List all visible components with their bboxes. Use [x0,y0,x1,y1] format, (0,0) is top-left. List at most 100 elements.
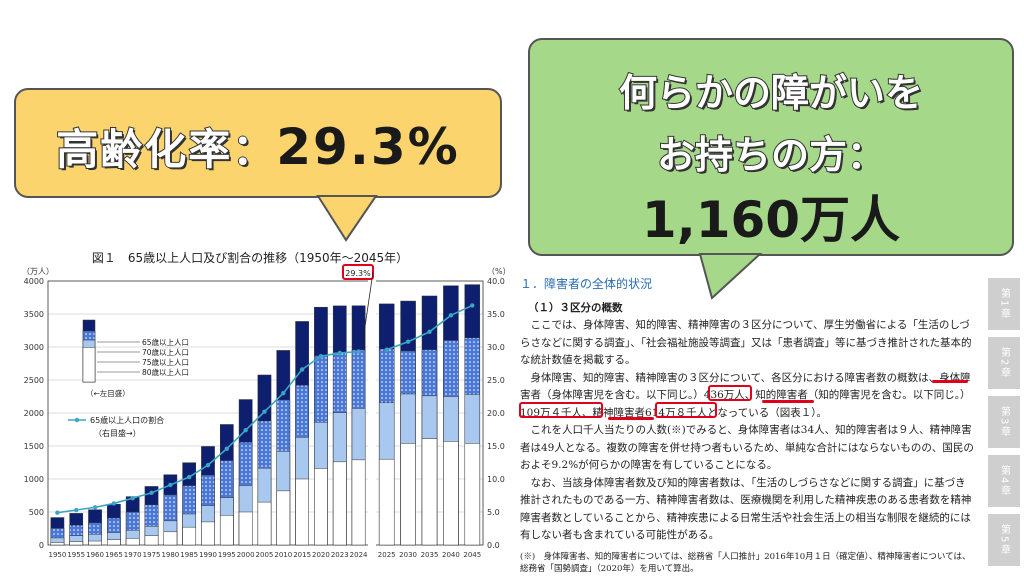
highlight-box-436 [708,385,752,401]
callout-aging-rate-value: 29.3% [276,118,460,176]
x-tick-label: 2045 [463,551,481,559]
tab-chapter-3[interactable]: 第3章 [988,396,1020,448]
subsection-heading: （１）３区分の概数 [528,301,623,314]
bar-3-2035 [421,438,438,546]
document-excerpt: １．障害者の全体的状況 （１）３区分の概数 ここでは、身体障害、知的障害、精神障… [520,276,975,574]
line-point-2000 [243,427,248,433]
bar-3-1955 [69,541,84,546]
x-tick-label: 1950 [48,551,66,559]
line-point-1960 [92,505,98,510]
x-tick-label: 1980 [161,551,179,559]
x-tick-label: 1990 [199,551,217,559]
highlight-box-614 [655,402,717,418]
x-tick-label: 1970 [124,551,142,559]
y-right-tick-label: 15.0 [487,442,505,451]
x-tick-label: 2000 [237,551,255,559]
bar-3-1990 [201,521,215,546]
highlight-leader-line [361,271,374,348]
legend-label-0: 65歳以上人口 [142,337,189,347]
line-point-1990 [205,462,211,468]
paragraph-2: 身体障害、知的障害、精神障害の３区分について、各区分における障害者数の概数は、身… [520,371,971,419]
bar-3-2015 [295,478,309,546]
tab-chapter-4[interactable]: 第4章 [988,455,1020,507]
line-point-1985 [186,474,192,480]
underline-intellectual [762,400,814,403]
callout-aging-rate-label: 高齢化率： [55,124,277,175]
x-tick-label: 2030 [399,551,417,559]
x-tick-label: 1960 [86,551,104,559]
tab-chapter-1[interactable]: 第1章 [988,278,1020,330]
callout-disability-tail [698,253,763,300]
y-left-tick-label: 1500 [24,442,44,451]
bar-3-2040 [443,441,459,546]
y-right-tick-label: 0.0 [487,541,500,550]
y-left-tick-label: 0 [39,541,44,550]
footnote: (※) 身体障害者、知的障害者については、総務省「人口推計」2016年10月１日… [520,551,971,574]
y-right-unit: （%） [487,267,511,276]
x-tick-label: 2040 [442,551,460,559]
x-tick-label: 2015 [293,551,311,559]
section-heading: １．障害者の全体的状況 [520,277,653,291]
line-point-2020 [318,354,324,359]
underline-physical [932,380,968,383]
paragraph-3: これを人口千人当たりの人数(※)でみると、身体障害者は34人、知的障害者は９人、… [520,424,974,471]
y-left-tick-label: 500 [29,508,44,517]
bar-3-1970 [125,538,140,546]
bar-3-1950 [50,542,65,546]
x-tick-label: 1955 [67,551,85,559]
x-tick-label: 2020 [312,551,330,559]
y-right-tick-label: 5.0 [487,508,500,517]
y-left-unit: （万人） [22,267,54,276]
callout-aging-rate-tail [316,195,378,242]
x-tick-label: 2005 [256,551,274,559]
x-tick-label: 2010 [274,551,292,559]
legend-line-marker [74,417,80,423]
paragraph-1: ここでは、身体障害、知的障害、精神障害の３区分について、厚生労働省による「生活の… [520,319,972,366]
line-point-1980 [168,482,173,488]
callout-disability-line2: お持ちの方： [656,132,886,178]
x-tick-label: 1985 [180,551,198,559]
callout-aging-rate-text: 高齢化率：29.3% [16,116,500,177]
callout-disability-line1: 何らかの障がいを [618,70,924,116]
paragraph-4: なお、当該身体障害者数及び知的障害者数は、「生活のしづらさなどに関する調査」に基… [520,476,972,542]
x-tick-label: 2024 [350,551,368,559]
y-left-tick-label: 1000 [24,475,44,484]
tab-chapter-2[interactable]: 第2章 [988,337,1020,389]
legend-line-label: 65歳以上人口の割合 [90,415,164,425]
line-point-1995 [224,446,230,451]
line-point-1970 [130,495,135,501]
line-point-2045 [470,303,475,308]
y-right-tick-label: 30.0 [487,343,505,352]
line-point-2035 [427,329,432,335]
y-right-tick-label: 35.0 [487,310,505,319]
bar-3-2030 [400,443,416,546]
line-point-2025 [384,347,389,352]
callout-disability-count: 何らかの障がいを お持ちの方： 1,160万人 [528,38,1014,256]
y-left-tick-label: 3500 [24,310,44,319]
line-point-1950 [55,510,60,515]
legend-left-scale-note: （←左目盛） [86,388,130,398]
x-tick-label: 2025 [378,551,396,559]
highlight-label-29-3: 29.3% [345,269,371,278]
callout-aging-rate: 高齢化率：29.3% [14,88,502,198]
bar-3-2045 [464,443,481,546]
line-point-2030 [405,339,411,344]
x-tick-label: 2035 [421,551,439,559]
bar-3-2005 [257,501,272,546]
y-right-tick-label: 20.0 [487,409,505,418]
y-right-tick-label: 40.0 [487,277,505,286]
bar-3-1985 [182,526,197,546]
bar-3-2025 [378,458,395,546]
y-left-tick-label: 3000 [24,343,44,352]
y-left-tick-label: 2000 [24,409,44,418]
y-left-tick-label: 2500 [24,376,44,385]
underline-mental [608,417,654,420]
tab-chapter-5[interactable]: 第5章 [988,514,1020,566]
bar-3-2010 [276,490,291,546]
bar-3-2020 [314,468,328,546]
legend-swatch-3 [82,347,96,383]
bar-3-1980 [163,531,178,546]
y-left-tick-label: 4000 [24,277,44,286]
legend-line-note: （右目盛→） [94,428,141,438]
bar-3-1995 [219,515,234,546]
